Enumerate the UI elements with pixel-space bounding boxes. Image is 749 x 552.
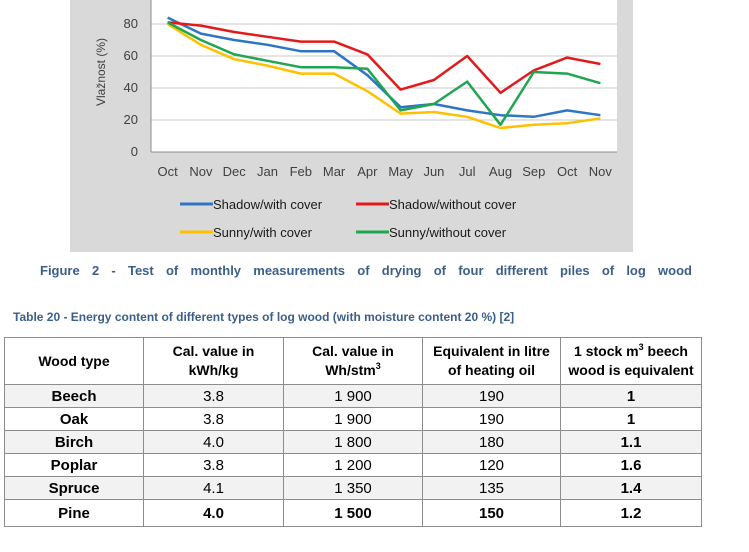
table-row: Birch 4.0 1 800 180 1.1 — [4, 430, 702, 454]
x-tick-label: Aug — [489, 164, 512, 179]
y-tick-label: 60 — [124, 48, 138, 63]
header-cal-value-kwh: Cal. value in kWh/kg — [143, 337, 284, 385]
legend-label: Sunny/without cover — [389, 225, 507, 240]
table-header-row: Wood type Cal. value in kWh/kg Cal. value… — [4, 337, 702, 385]
legend-label: Shadow/with cover — [213, 197, 323, 212]
series-line-4 — [167, 21, 601, 127]
y-axis-label: Vlažnost (%) — [94, 38, 108, 106]
moisture-line-chart: 0 20 40 60 80 Oct Nov Dec Jan Feb Mar Apr May Jun Jul A… — [94, 0, 617, 240]
legend-label: Shadow/without cover — [389, 197, 517, 212]
y-tick-label: 0 — [131, 144, 138, 159]
x-tick-label: Feb — [290, 164, 312, 179]
table-caption: Table 20 - Energy content of different t… — [13, 310, 515, 324]
header-wood-type: Wood type — [4, 337, 144, 385]
x-tick-label: May — [388, 164, 413, 179]
table-row: Beech 3.8 1 900 190 1 — [4, 384, 702, 408]
y-tick-label: 40 — [124, 80, 138, 95]
series-line-2 — [167, 21, 601, 95]
legend-label: Sunny/with cover — [213, 225, 313, 240]
header-oil-equivalent: Equivalent in litre of heating oil — [422, 337, 561, 385]
table-row: Oak 3.8 1 900 190 1 — [4, 407, 702, 431]
x-tick-label: Nov — [589, 164, 613, 179]
x-tick-label: Nov — [189, 164, 213, 179]
x-tick-label: Dec — [223, 164, 247, 179]
table-row: Poplar 3.8 1 200 120 1.6 — [4, 453, 702, 477]
y-tick-label: 80 — [124, 16, 138, 31]
header-cal-value-wh: Cal. value in Wh/stm3 — [283, 337, 423, 385]
x-tick-label: Jun — [423, 164, 444, 179]
table-row: Spruce 4.1 1 350 135 1.4 — [4, 476, 702, 500]
energy-content-table: Wood type Cal. value in kWh/kg Cal. value… — [4, 337, 702, 527]
x-tick-label: Sep — [522, 164, 545, 179]
figure-caption: Figure 2 - Test of monthly measurements … — [40, 263, 692, 278]
x-tick-label: Mar — [323, 164, 346, 179]
x-tick-label: Oct — [158, 164, 179, 179]
table-row: Pine 4.0 1 500 150 1.2 — [4, 499, 702, 527]
chart-panel: 0 20 40 60 80 Oct Nov Dec Jan Feb Mar Apr May Jun Jul A… — [70, 0, 633, 252]
series-line-3 — [166, 22, 601, 130]
x-tick-label: Jul — [459, 164, 476, 179]
plot-area — [151, 0, 617, 152]
x-tick-label: Apr — [357, 164, 378, 179]
x-tick-label: Oct — [557, 164, 578, 179]
header-stock-equivalent: 1 stock m3 beech wood is equivalent — [560, 337, 702, 385]
x-tick-label: Jan — [257, 164, 278, 179]
y-tick-label: 20 — [124, 112, 138, 127]
